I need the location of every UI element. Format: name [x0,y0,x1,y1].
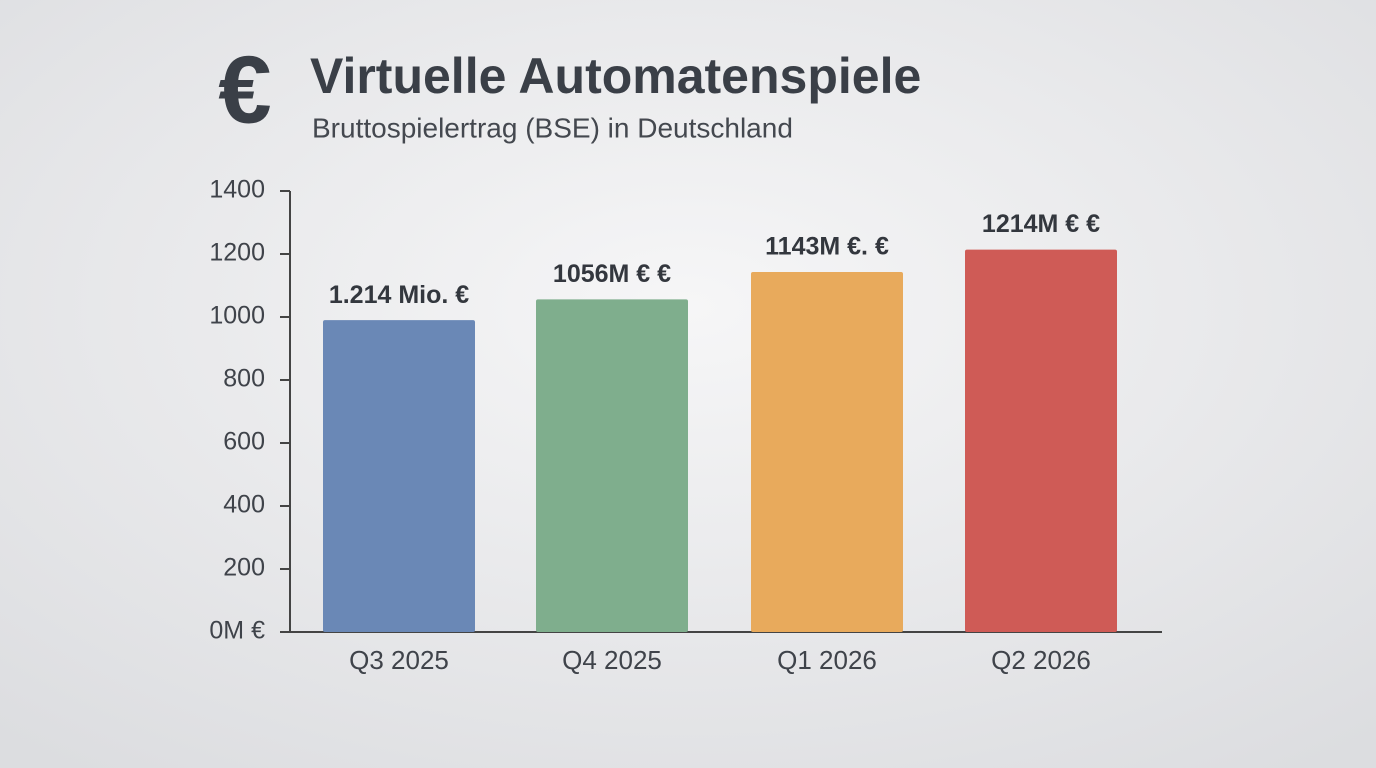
y-tick-label: 1000 [209,302,265,330]
y-tick-label: 1400 [209,176,265,204]
x-tick-label: Q2 2026 [991,645,1091,675]
bar [323,320,475,632]
euro-icon: € [218,36,271,143]
bar [536,299,688,632]
y-tick-label: 0M € [209,617,265,645]
bar [751,271,903,632]
chart-subtitle: Bruttospielertrag (BSE) in Deutschland [312,112,793,143]
y-tick-label: 200 [223,554,265,582]
x-tick-label: Q4 2025 [562,645,662,675]
y-tick-label: 400 [223,491,265,519]
bar-annotation: 1214M € € [982,210,1100,238]
bar-annotation: 1056M € € [553,260,671,288]
bar [965,249,1117,632]
y-tick-label: 800 [223,365,265,393]
y-tick-label: 600 [223,428,265,456]
chart-title: Virtuelle Automatenspiele [310,48,921,104]
x-tick-label: Q1 2026 [777,645,877,675]
x-tick-label: Q3 2025 [349,645,449,675]
bar-annotation: 1143M €. € [765,233,889,261]
bar-annotation: 1.214 Mio. € [329,281,469,309]
y-tick-label: 1200 [209,239,265,267]
